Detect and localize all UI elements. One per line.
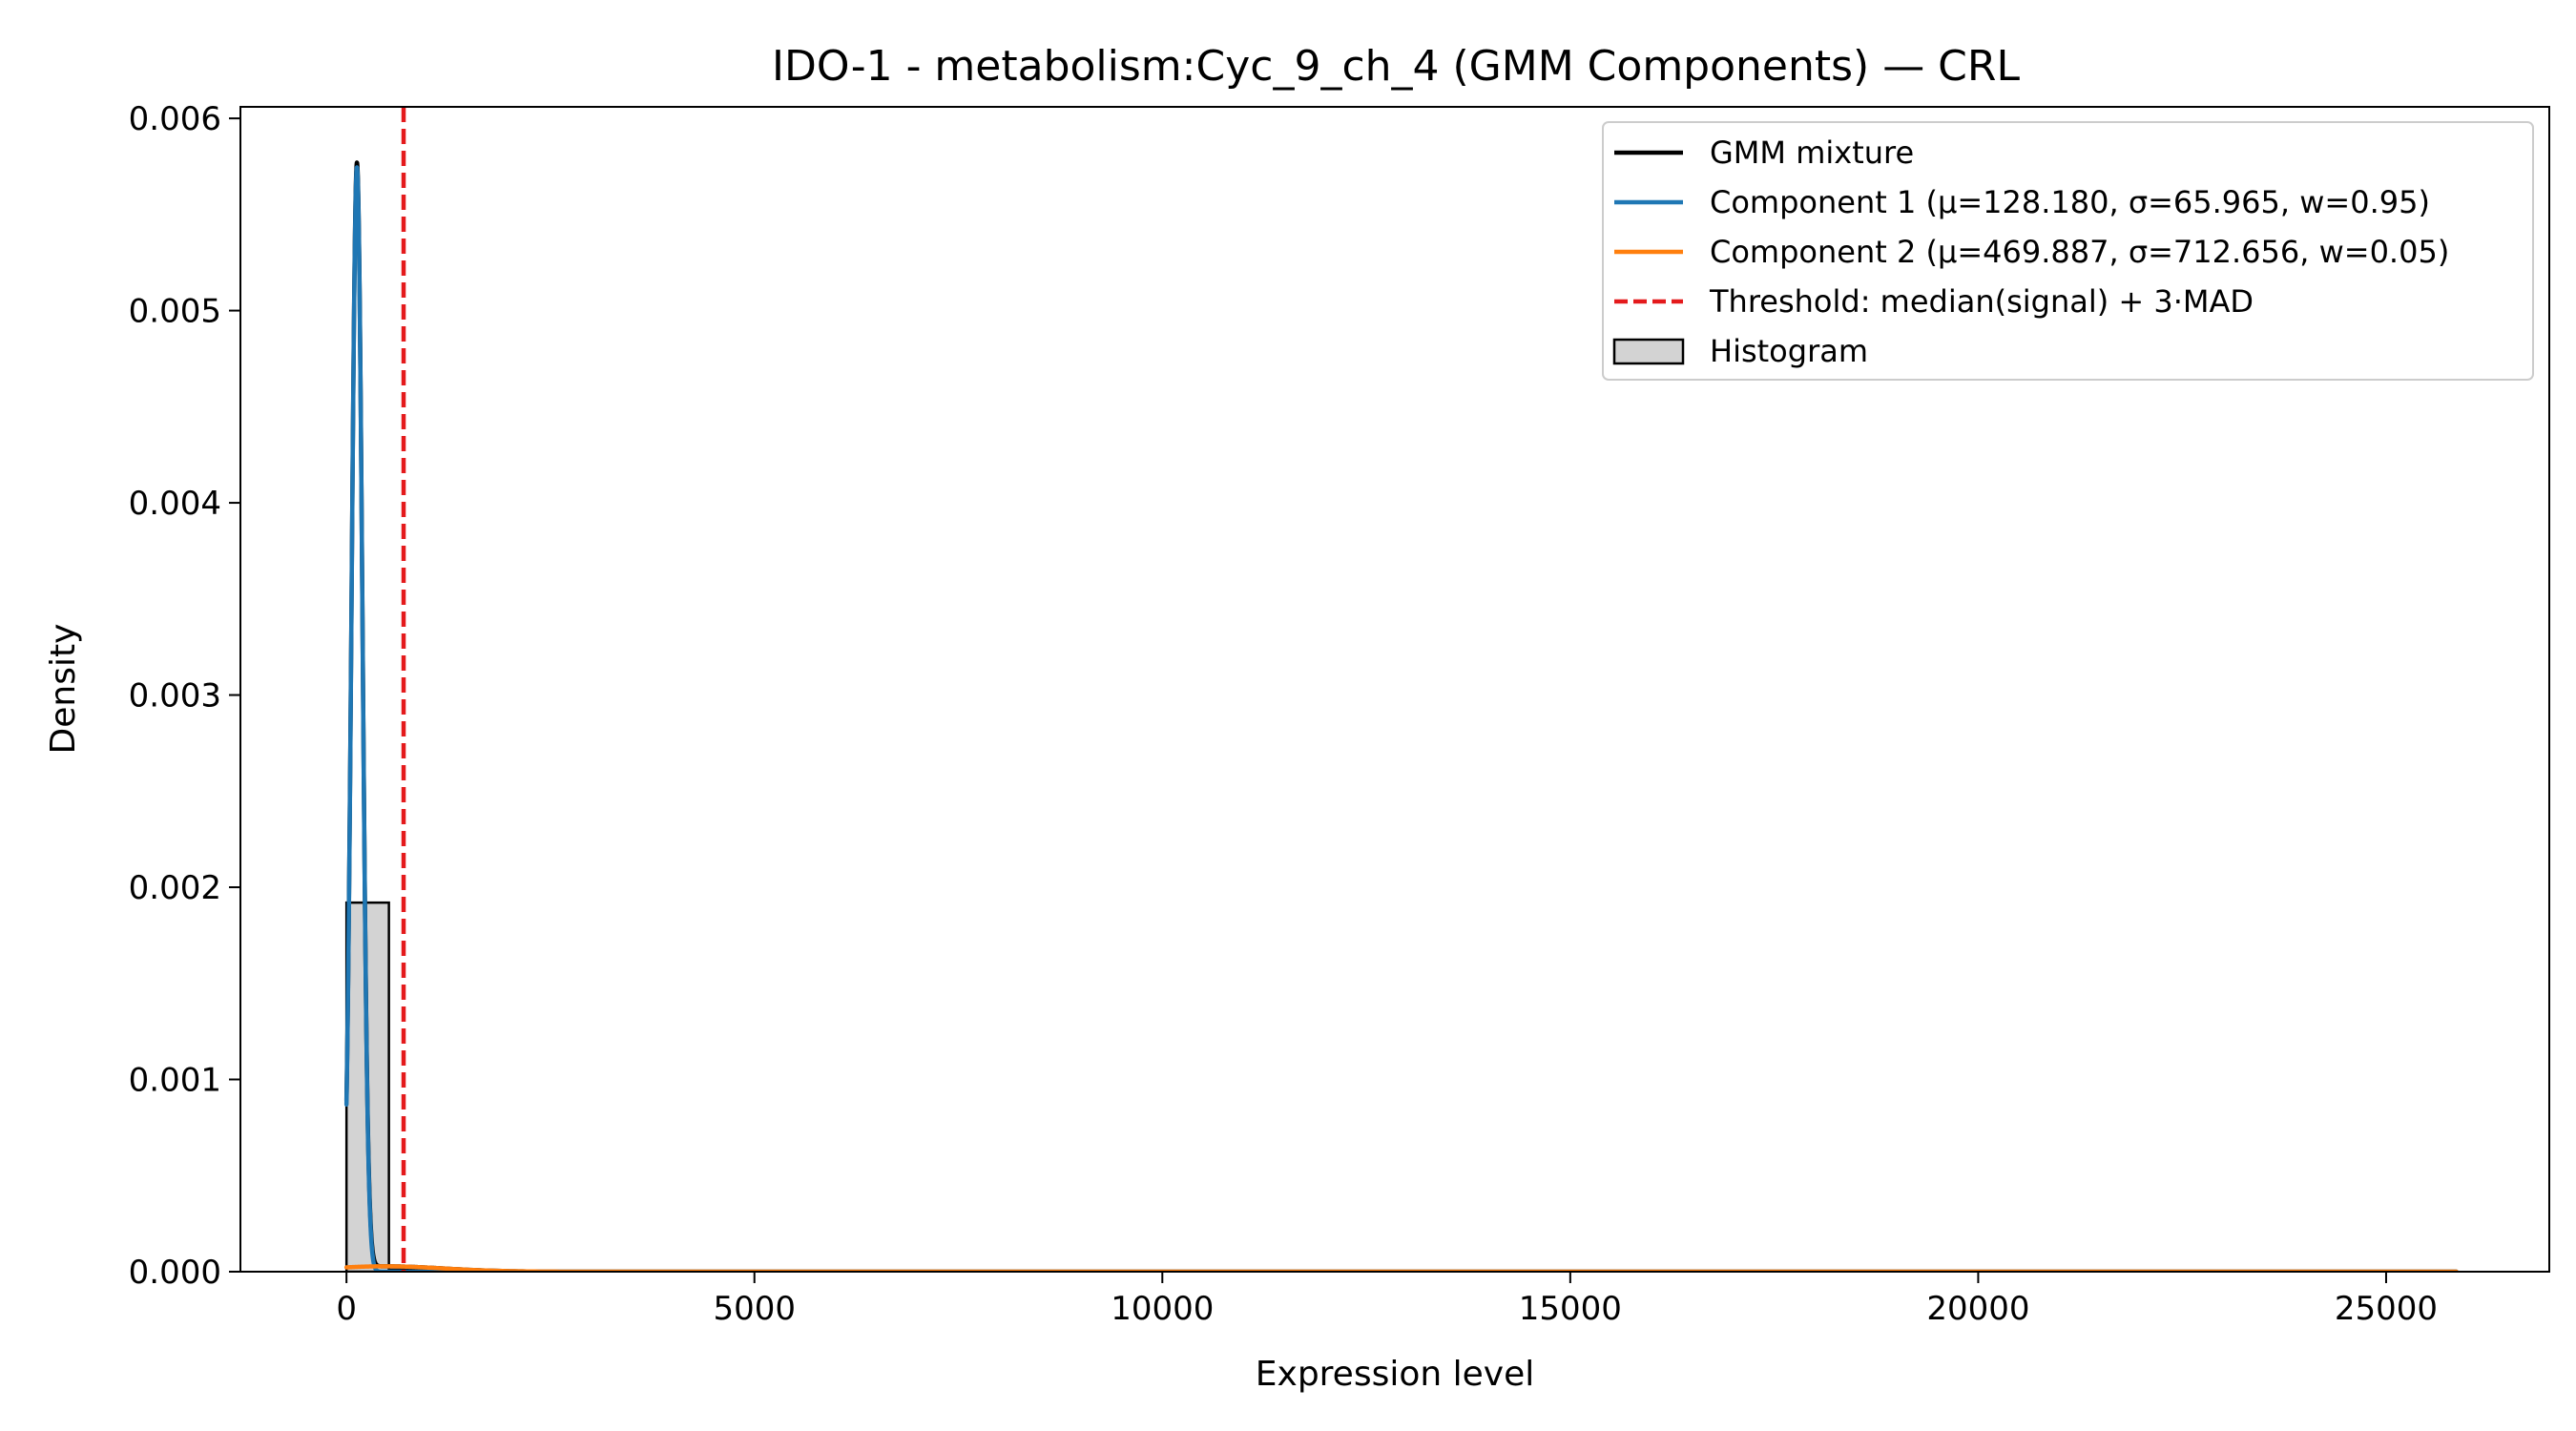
legend-swatch-histogram xyxy=(1612,338,1685,365)
legend-label-1: GMM mixture xyxy=(1710,135,1914,171)
legend-frame xyxy=(1602,121,2534,381)
x-tick-label: 25000 xyxy=(2335,1290,2438,1328)
y-tick-label: 0.002 xyxy=(129,869,221,907)
y-tick-label: 0.001 xyxy=(129,1062,221,1100)
x-tick-label: 0 xyxy=(336,1290,357,1328)
y-tick-label: 0.003 xyxy=(129,677,221,716)
x-tick-label: 5000 xyxy=(713,1290,796,1328)
x-tick-label: 20000 xyxy=(1926,1290,2029,1328)
x-tick-label: 10000 xyxy=(1111,1290,1214,1328)
y-axis-label: Density xyxy=(44,624,83,755)
density-curves xyxy=(343,160,2459,1272)
x-axis-label: Expression level xyxy=(1256,1355,1534,1394)
legend-label-5: Histogram xyxy=(1710,333,1868,369)
y-tick-label: 0.006 xyxy=(129,100,221,138)
legend-label-2: Component 1 (μ=128.180, σ=65.965, w=0.95… xyxy=(1710,184,2430,220)
y-axis-ticks: 0.000 0.001 0.002 0.003 0.004 0.005 0.006 xyxy=(129,100,240,1292)
chart-title: IDO-1 - metabolism:Cyc_9_ch_4 (GMM Compo… xyxy=(772,42,2020,91)
y-tick-label: 0.004 xyxy=(129,485,221,523)
plot-area-frame xyxy=(239,106,2550,1273)
series-line-2 xyxy=(343,165,2459,1272)
legend-label-4: Threshold: median(signal) + 3·MAD xyxy=(1709,283,2254,320)
y-tick-label: 0.000 xyxy=(129,1254,221,1292)
series-line-3 xyxy=(343,1264,2459,1272)
x-tick-label: 15000 xyxy=(1519,1290,1622,1328)
legend-label-3: Component 2 (μ=469.887, σ=712.656, w=0.0… xyxy=(1710,234,2449,270)
y-tick-label: 0.005 xyxy=(129,293,221,331)
legend: GMM mixture Component 1 (μ=128.180, σ=65.… xyxy=(1602,121,2534,381)
x-axis-ticks: 0 5000 10000 15000 20000 25000 xyxy=(336,1272,2438,1328)
